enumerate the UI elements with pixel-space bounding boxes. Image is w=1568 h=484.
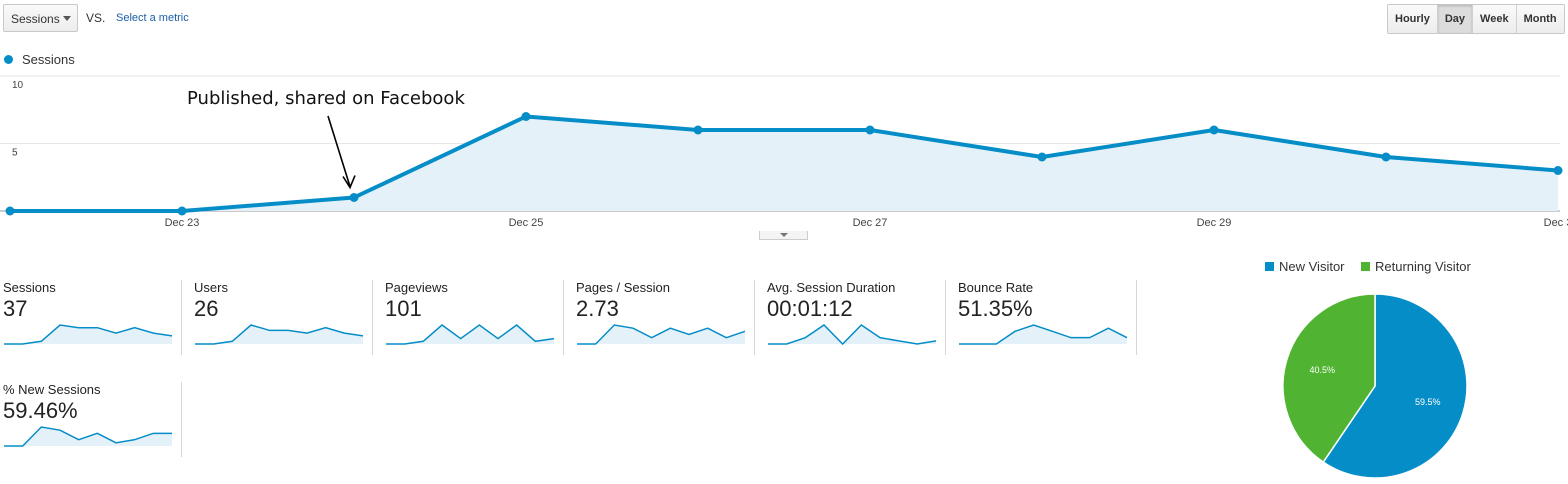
metric-tile-bounce-rate[interactable]: Bounce Rate 51.35% xyxy=(955,280,1137,355)
sparkline-line xyxy=(4,426,172,447)
sparkline xyxy=(195,324,364,345)
x-tick-label: Dec 3 xyxy=(1544,217,1568,229)
metric-value: 37 xyxy=(3,296,28,321)
vs-label: VS. xyxy=(86,11,106,25)
arrowhead-icon xyxy=(342,175,356,190)
metric-label: Pageviews xyxy=(385,280,448,295)
data-point xyxy=(1381,152,1391,162)
pie-slice-label: 59.5% xyxy=(1415,397,1441,407)
sparkline-area xyxy=(386,325,554,344)
metric-select[interactable]: Sessions xyxy=(3,4,78,32)
sparkline-line xyxy=(4,324,173,345)
legend-swatch xyxy=(1265,262,1274,272)
metric-select-value: Sessions xyxy=(11,12,60,26)
sparkline-line xyxy=(768,324,937,346)
divider xyxy=(945,280,946,355)
data-point xyxy=(865,125,875,135)
metric-tile-new-sessions[interactable]: % New Sessions 59.46% xyxy=(0,382,182,457)
data-point xyxy=(5,206,15,216)
day-button[interactable]: Day xyxy=(1436,5,1473,33)
x-tick-label: Dec 27 xyxy=(853,217,888,229)
sparkline xyxy=(959,324,1128,345)
sessions-legend-dot xyxy=(4,55,13,64)
sparkline-area xyxy=(195,325,363,344)
sparkline xyxy=(768,324,937,346)
sessions-line xyxy=(10,114,1559,213)
sparkline-line xyxy=(195,324,364,345)
data-point xyxy=(521,112,531,121)
metric-value: 51.35% xyxy=(958,296,1033,321)
week-button[interactable]: Week xyxy=(1472,5,1516,33)
divider xyxy=(563,280,564,355)
month-button[interactable]: Month xyxy=(1515,5,1564,33)
x-tick-label: Dec 29 xyxy=(1197,217,1232,229)
annotation-text: Published, shared on Facebook xyxy=(187,88,465,109)
divider xyxy=(181,280,182,355)
metric-label: Bounce Rate xyxy=(958,280,1034,295)
pie-legend-returning-visitor[interactable]: Returning Visitor xyxy=(1361,259,1471,274)
data-point xyxy=(1553,166,1563,175)
x-tick-label: Dec 23 xyxy=(165,217,200,229)
caret-down-icon xyxy=(780,233,788,237)
legend-label: Returning Visitor xyxy=(1375,259,1471,274)
metric-label: Avg. Session Duration xyxy=(767,280,896,295)
sparkline-line xyxy=(959,324,1128,345)
pie-slice-returning-visitor xyxy=(1282,293,1376,464)
data-point xyxy=(177,206,187,216)
sessions-area xyxy=(10,116,1558,211)
metric-value: 00:01:12 xyxy=(767,296,853,321)
divider xyxy=(372,280,373,355)
metric-value: 2.73 xyxy=(576,296,619,321)
divider xyxy=(1136,280,1137,355)
metric-tile-users[interactable]: Users 26 xyxy=(191,280,373,355)
sessions-legend-label: Sessions xyxy=(22,52,75,67)
data-point xyxy=(1209,125,1219,135)
metric-label: Pages / Session xyxy=(576,280,670,295)
granularity-toggle: Hourly Day Week Month xyxy=(1387,4,1565,34)
data-point xyxy=(693,125,703,135)
metric-value: 101 xyxy=(385,296,422,321)
metric-value: 59.46% xyxy=(3,398,78,423)
metric-value: 26 xyxy=(194,296,219,321)
metric-label: % New Sessions xyxy=(3,382,101,397)
sparkline xyxy=(4,426,172,447)
sessions-line-chart: 5 10 Dec 23 Dec 25 Dec 27 Dec 29 Dec 3 Publishe… xyxy=(0,75,1568,229)
hourly-button[interactable]: Hourly xyxy=(1388,5,1437,33)
divider xyxy=(181,382,182,457)
metric-tile-pages-per-session[interactable]: Pages / Session 2.73 xyxy=(573,280,755,355)
metric-label: Sessions xyxy=(3,280,56,295)
data-point xyxy=(1037,152,1047,162)
annotation-arrow xyxy=(327,115,351,187)
divider xyxy=(754,280,755,355)
metric-tile-sessions[interactable]: Sessions 37 xyxy=(0,280,182,355)
metric-label: Users xyxy=(194,280,228,295)
x-tick-label: Dec 25 xyxy=(509,217,544,229)
metric-tile-avg-session-duration[interactable]: Avg. Session Duration 00:01:12 xyxy=(764,280,946,355)
metric-tile-pageviews[interactable]: Pageviews 101 xyxy=(382,280,564,355)
chart-collapse-handle[interactable] xyxy=(759,231,808,240)
pie-slice-label: 40.5% xyxy=(1309,365,1335,375)
sparkline-line xyxy=(577,324,746,345)
chevron-down-icon xyxy=(63,16,71,21)
sparkline xyxy=(386,324,555,345)
sparkline xyxy=(4,324,173,345)
sparkline-line xyxy=(386,324,555,345)
sparkline-area xyxy=(577,325,745,344)
legend-label: New Visitor xyxy=(1279,259,1345,274)
y-tick-label: 5 xyxy=(12,148,18,159)
pie-legend-new-visitor[interactable]: New Visitor xyxy=(1265,259,1345,274)
visitor-pie-chart: 59.5% 40.5% xyxy=(1282,293,1468,479)
select-metric-link[interactable]: Select a metric xyxy=(116,12,189,24)
y-tick-label: 10 xyxy=(12,80,24,91)
legend-swatch xyxy=(1361,262,1370,272)
sparkline xyxy=(577,324,746,345)
sparkline-area xyxy=(959,325,1127,344)
pie-slice-new-visitor xyxy=(1322,293,1468,479)
data-point xyxy=(349,193,359,202)
